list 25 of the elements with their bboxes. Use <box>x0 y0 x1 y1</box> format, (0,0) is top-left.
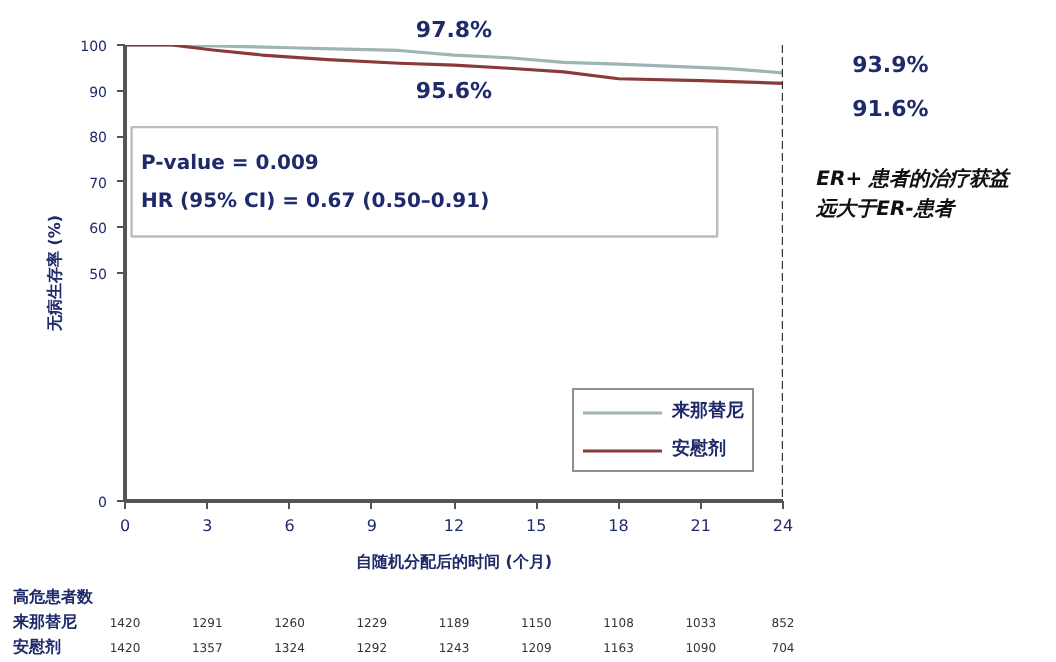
x-tick-label: 18 <box>608 517 629 535</box>
x-tick-label: 3 <box>202 517 213 535</box>
line-series <box>125 45 783 85</box>
annotation: P-value = 0.009 <box>141 152 319 175</box>
x-tick-label: 12 <box>443 517 465 535</box>
x-tick-label: 0 <box>119 517 131 535</box>
text: ER+ 患者的治疗获益 <box>816 166 1012 191</box>
legend-label: 安慰剂 <box>672 436 726 462</box>
text: 高危患者数 <box>13 586 95 607</box>
text: 91.6% <box>852 96 929 122</box>
x-tick-label: 21 <box>690 517 711 535</box>
y-axis-title: 无病生存率 (%) <box>44 214 65 334</box>
annotation: HR (95% CI) = 0.67 (0.50–0.91) <box>141 190 490 213</box>
legend-label: 来那替尼 <box>672 398 744 424</box>
text: 安慰剂 <box>13 635 61 656</box>
x-tick-label: 9 <box>366 517 377 535</box>
x-tick-label: 15 <box>526 517 547 535</box>
text: 93.9% <box>852 52 929 78</box>
text: 远大于ER-患者 <box>814 196 958 221</box>
text: 来那替尼 <box>11 613 77 631</box>
text: 97.8% <box>415 17 493 43</box>
x-tick-label: 6 <box>284 517 295 535</box>
annotation: 95.6% <box>415 78 493 105</box>
x-tick-label: 24 <box>772 517 794 535</box>
x-axis-title: 自随机分配后的时间 (个月) <box>355 553 553 571</box>
